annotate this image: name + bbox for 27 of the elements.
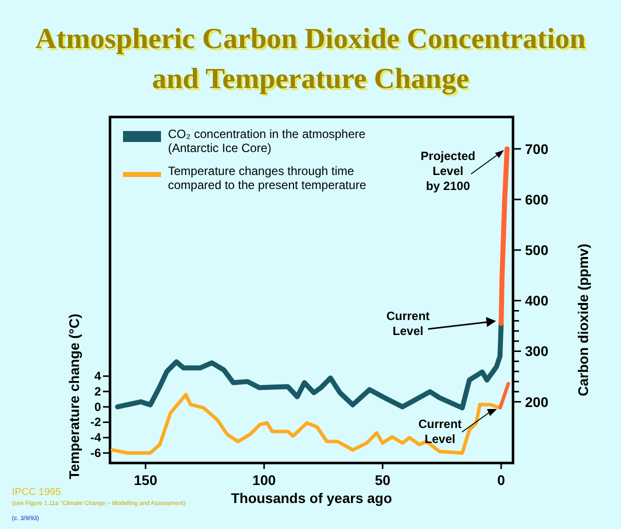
text: IPCC 1995	[12, 487, 62, 498]
y-tick-label: -6	[90, 446, 102, 460]
y2-tick-label: 200	[525, 394, 549, 410]
y-axis-title: Temperature change (°C)	[66, 314, 82, 480]
y-tick-label: 4	[94, 369, 102, 384]
line-series	[110, 392, 502, 455]
annotation: Projected Level by 2100	[420, 149, 476, 193]
legend-label: Temperature changes through time compared to the present temperature	[168, 164, 366, 192]
annotation: Current Level	[386, 309, 430, 338]
y-tick-label: 2	[94, 384, 102, 398]
y2-tick-label: 400	[525, 292, 549, 309]
chart-title: Atmospheric Carbon Dioxide Concentration and Temperature Change	[35, 23, 586, 97]
y2-axis-title: Carbon dioxide (ppmv)	[575, 244, 591, 396]
y2-tick-label: 700	[525, 140, 549, 157]
y2-tick-label: 500	[525, 242, 549, 258]
y2-tick-label: 600	[525, 191, 549, 208]
x-tick-label: 0	[497, 472, 506, 488]
legend-label: CO₂ concentration in the atmosphere (Antarctic Ice Core)	[168, 127, 366, 155]
x-tick-label: 100	[252, 472, 276, 488]
y-tick-label: -4	[90, 430, 102, 445]
x-tick-label: 50	[374, 472, 391, 488]
y-tick-label: 0	[94, 400, 102, 414]
x-tick-label: 150	[134, 472, 158, 488]
y-tick-label: -2	[90, 415, 102, 430]
y2-tick-label: 300	[525, 343, 549, 360]
annotation: Current Level	[418, 417, 462, 446]
x-axis-title: Thousands of years ago	[230, 490, 392, 506]
